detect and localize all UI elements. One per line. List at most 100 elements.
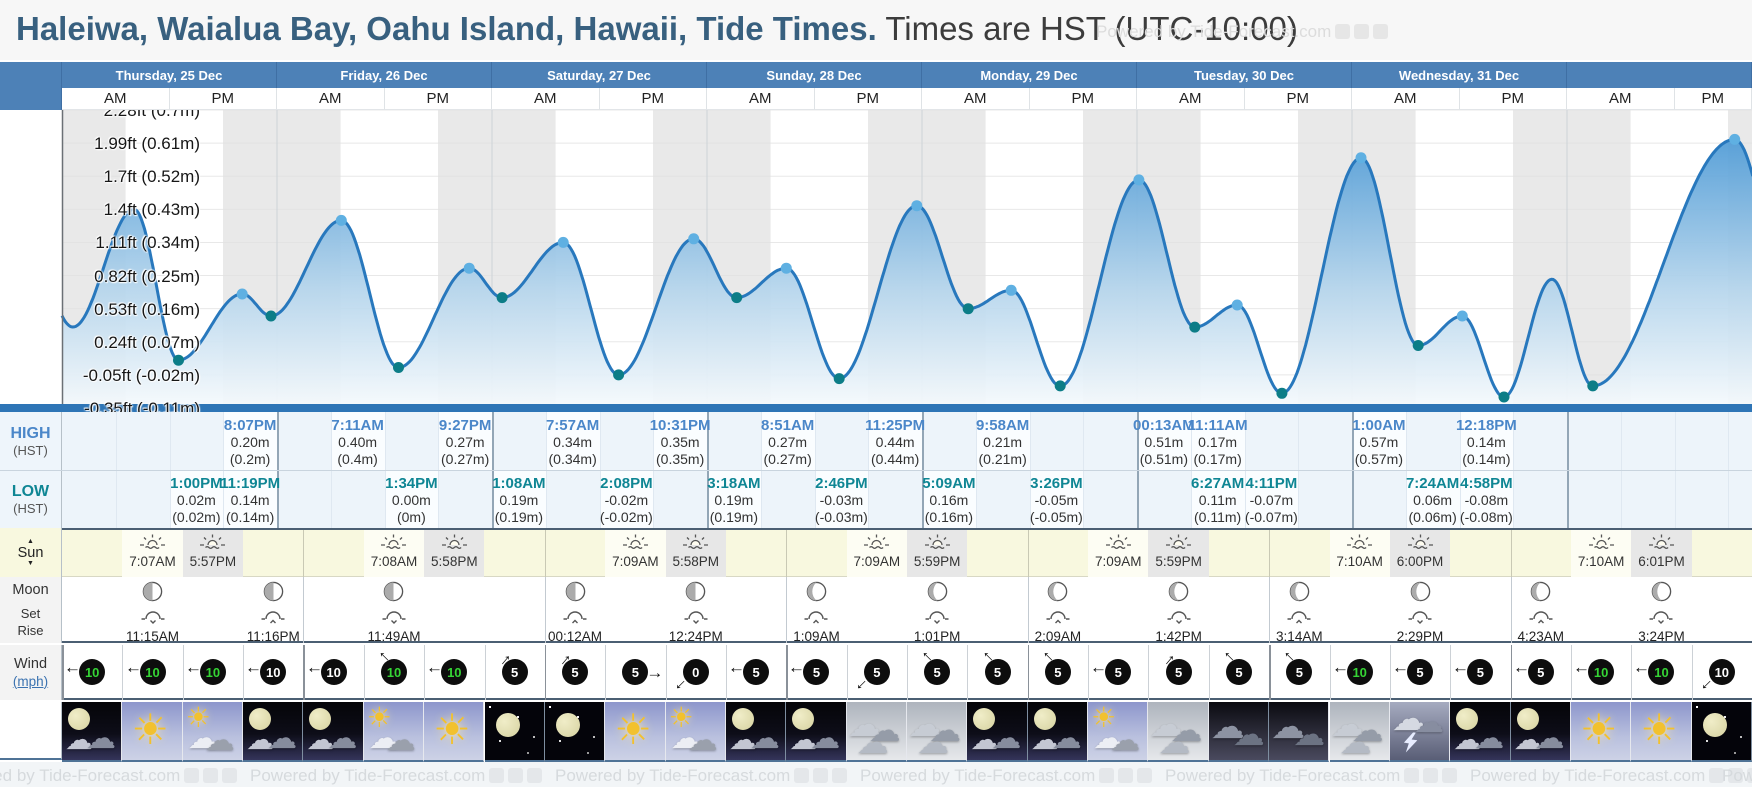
pm-header: PM <box>599 88 707 110</box>
high-tide-grid-line <box>1190 412 1192 470</box>
pm-header: PM <box>814 88 922 110</box>
cloud-icon: ☁ <box>917 724 949 760</box>
high-tide-height-alt: (0.17m) <box>1193 451 1242 467</box>
moon-icon <box>555 713 580 737</box>
high-tide-grid-line <box>438 412 440 470</box>
moon-set-icon <box>123 609 183 629</box>
high-tide-grid-line <box>814 412 816 470</box>
moon-rise-icon <box>1269 609 1329 629</box>
wind-cell-border <box>786 645 788 700</box>
high-tide-time: 11:11AM <box>1187 417 1248 434</box>
wind-cell: 5 → <box>1269 645 1329 700</box>
weather-cell-sunny: ☀ <box>1631 702 1692 762</box>
moon-phase-icon <box>1390 580 1450 608</box>
high-tide-height: 0.44m <box>875 434 915 450</box>
moon-icon <box>1033 708 1056 730</box>
wind-cell-border <box>1510 645 1513 700</box>
sun-icon: ☀ <box>433 706 471 753</box>
low-tide-event: 3:26PM -0.05m (-0.05m) <box>1008 475 1104 526</box>
moon-rise-icon <box>1028 609 1088 629</box>
wind-cell: 10 → <box>1571 645 1631 700</box>
low-tide-grid-line <box>814 470 816 528</box>
high-tide-grid-line <box>1620 412 1622 470</box>
pm-header: PM <box>1244 88 1352 110</box>
low-tide-grid-line <box>922 470 924 528</box>
weather-cell-day-pc: ☀ ☁ ☁ <box>1088 702 1149 762</box>
moon-icon <box>309 708 332 730</box>
low-tide-grid-line <box>330 470 332 528</box>
sun-icon: ☀ <box>366 702 392 733</box>
cloud-icon: ☁ <box>204 724 235 757</box>
cloud-icon: ☁ <box>908 706 942 744</box>
watermark-icon <box>832 768 848 783</box>
wind-cell-border <box>303 645 305 700</box>
wind-cell-border <box>363 645 365 700</box>
stars-icon <box>488 706 491 708</box>
cloud-icon: ☁ <box>385 724 416 757</box>
low-tide-event: 1:00PM 0.02m (0.02m) <box>148 475 244 526</box>
moon-event: 2:09AM <box>1028 580 1088 644</box>
high-tide-event-cell <box>1137 412 1191 470</box>
sun-day-border <box>1027 530 1029 577</box>
wind-speed-value: 10 <box>447 664 462 680</box>
low-tide-height-alt: (0.19m) <box>494 509 543 525</box>
wind-cell: 5 → <box>1209 645 1269 700</box>
wind-cell-border <box>1148 645 1150 700</box>
low-tide-event-cell <box>922 470 976 528</box>
high-tide-time: 9:27PM <box>438 417 492 434</box>
moon-event: 1:09AM <box>786 580 846 644</box>
moon-rise-time: 4:23AM <box>1517 629 1565 644</box>
sunrise-icon <box>1588 534 1615 553</box>
mph-unit-link[interactable]: (mph) <box>12 673 49 689</box>
sunset-icon <box>1407 534 1434 553</box>
low-tide-height-alt: (-0.07m) <box>1244 509 1298 525</box>
high-tide-height: 0.17m <box>1198 434 1238 450</box>
wind-speed-badge: 5 → <box>851 659 890 699</box>
weather-cell-clear-night <box>544 702 606 762</box>
high-tide-height-alt: (0.44m) <box>871 451 920 467</box>
sunrise-time-block: 7:08AM <box>364 533 424 569</box>
wind-speed-value: 5 <box>1054 664 1062 680</box>
high-tide-height: 0.35m <box>660 434 700 450</box>
wind-row-label: Wind (mph) <box>0 645 62 700</box>
moon-event: 1:01PM <box>907 580 967 644</box>
day-header: Wednesday, 31 Dec <box>1352 62 1567 88</box>
wind-cell: 5 → <box>545 645 605 700</box>
wind-speed-value: 5 <box>571 664 579 680</box>
wind-speed-badge: 5 → <box>490 646 528 685</box>
watermark-footer-text: Powered by Tide-Forecast.com <box>0 766 181 785</box>
low-tide-time: 2:46PM <box>815 475 868 492</box>
axis-label: 1.7ft (0.52m) <box>103 167 200 187</box>
moon-phase-icon <box>123 580 183 608</box>
low-tide-time: 6:27AM <box>1190 475 1245 492</box>
day-header: Monday, 29 Dec <box>922 62 1137 88</box>
cloud-icon: ☁ <box>1149 706 1184 744</box>
moon-set-icon <box>907 609 967 629</box>
low-tide-event: 1:34PM 0.00m (0m) <box>363 475 459 526</box>
high-tide-height-alt: (0.27m) <box>763 451 812 467</box>
low-tide-height: -0.03m <box>819 492 864 508</box>
high-tide-grid-line <box>223 412 225 470</box>
high-tide-height: 0.21m <box>983 434 1023 450</box>
moon-event: 4:23AM <box>1511 580 1571 644</box>
day-header: Thursday, 25 Dec <box>62 62 277 88</box>
watermark-icon <box>1709 768 1725 783</box>
wind-cell: 5 → <box>967 645 1027 700</box>
axis-label: 0.53ft (0.16m) <box>94 299 200 319</box>
wind-speed-badge: 5 → <box>1513 659 1554 685</box>
wind-speed-value: 10 <box>1654 664 1669 680</box>
weather-cell-night-pc: ☁ ☁ <box>62 702 123 762</box>
cloud-icon: ☁ <box>306 724 335 755</box>
sunrise-time-block: 7:10AM <box>1571 533 1631 569</box>
wind-cell: 5 → <box>485 645 545 700</box>
sunset-arrow-icon: ▼ <box>27 559 34 567</box>
high-tide-event: 12:18PM 0.14m (0.14m) <box>1438 417 1534 468</box>
sunset-cell <box>665 530 726 577</box>
sunrise-time: 7:09AM <box>612 554 659 569</box>
am-header: AM <box>277 88 385 110</box>
sunrise-icon <box>380 534 407 553</box>
sunset-cell <box>182 530 244 577</box>
weather-cell-sunny: ☀ <box>424 702 485 762</box>
day-header: Saturday, 27 Dec <box>492 62 707 88</box>
axis-label: 2.28ft (0.7m) <box>103 110 200 120</box>
